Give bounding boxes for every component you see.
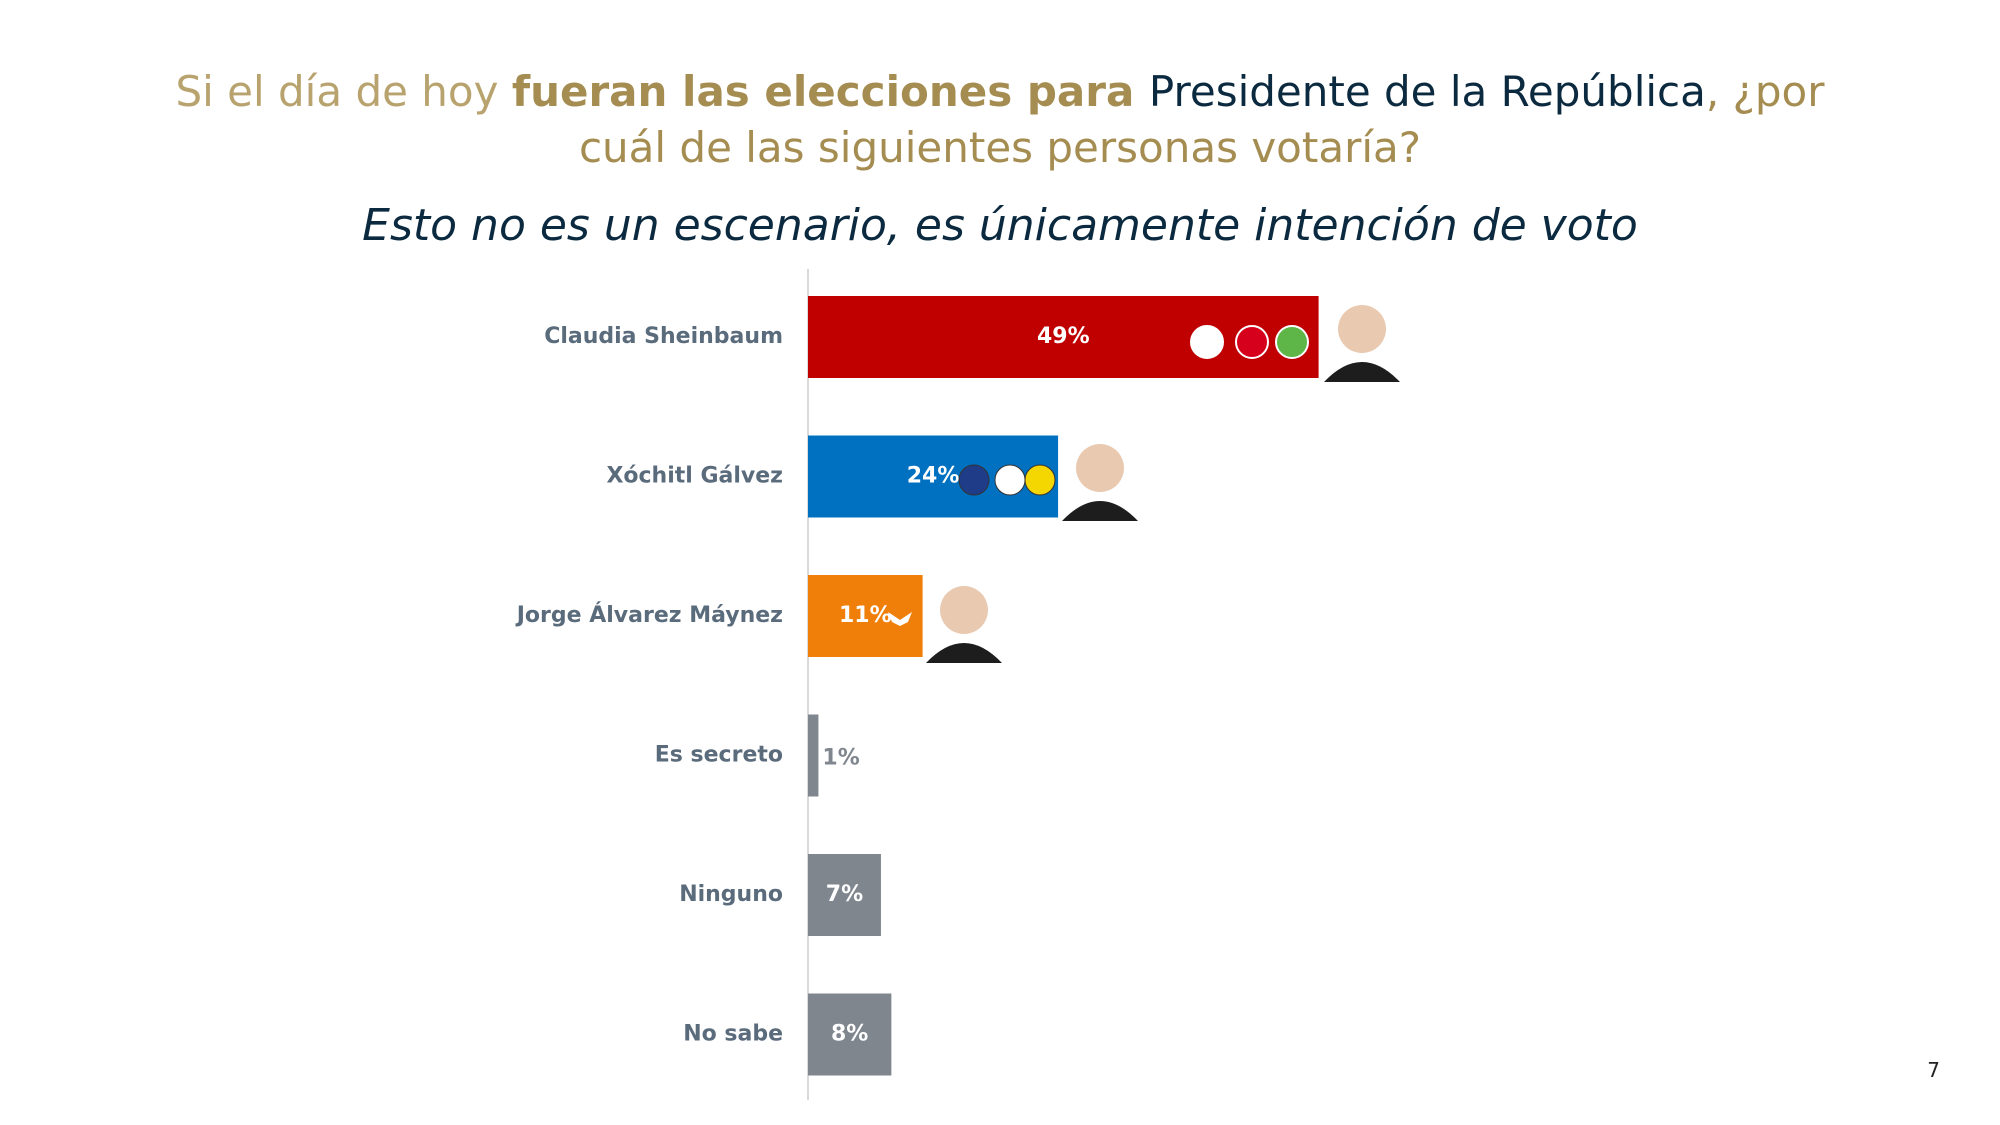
category-label: Jorge Álvarez Máynez: [515, 602, 783, 628]
category-label: Xóchitl Gálvez: [606, 464, 783, 489]
bar: [808, 854, 881, 936]
decoration: [888, 612, 912, 626]
decoration: [1275, 325, 1309, 359]
chart-title: Si el día de hoy fueran las elecciones p…: [160, 64, 1840, 176]
decoration: [1324, 362, 1400, 382]
decoration: [940, 586, 988, 634]
bar: [808, 296, 1319, 378]
title-part: Presidente de la República: [1148, 67, 1706, 116]
chart-subtitle: Esto no es un escenario, es únicamente i…: [362, 200, 1638, 251]
decoration: [958, 464, 990, 496]
decoration: [1062, 501, 1138, 521]
value-label: 8%: [831, 1022, 868, 1047]
category-label: Ninguno: [679, 882, 783, 907]
category-label: No sabe: [683, 1022, 783, 1047]
bar: [808, 993, 892, 1076]
title-part: Si el día de hoy: [175, 67, 512, 116]
value-label: 24%: [907, 464, 960, 489]
category-label: Claudia Sheinbaum: [544, 324, 783, 349]
value-label: 11%: [839, 603, 892, 628]
bar: [808, 714, 819, 797]
decoration: [926, 643, 1002, 663]
decoration: [1024, 464, 1056, 496]
decoration: [1076, 444, 1124, 492]
decoration: [1235, 325, 1269, 359]
title-part: , ¿por cuál de las siguientes personas v…: [578, 67, 1825, 172]
value-label: 7%: [826, 882, 863, 907]
page-number: 7: [1927, 1058, 1940, 1082]
value-label: 1%: [822, 746, 859, 771]
category-label: Es secreto: [655, 743, 783, 768]
value-label: 49%: [1037, 324, 1090, 349]
decoration: [1190, 325, 1224, 359]
decoration: [1338, 305, 1386, 353]
decoration: [994, 464, 1026, 496]
bar: [808, 575, 923, 657]
title-part: fueran las elecciones para: [511, 67, 1149, 116]
